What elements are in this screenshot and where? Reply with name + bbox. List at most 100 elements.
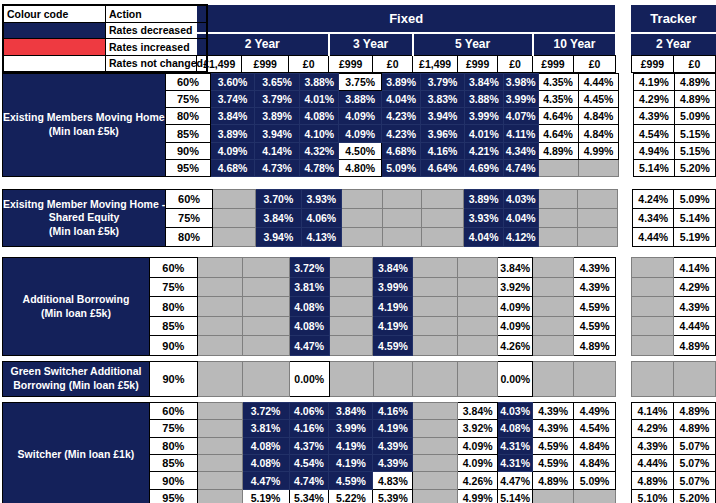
- group-label: Green Switcher AdditionalBorrowing (Min …: [3, 361, 150, 396]
- rate-cell: 4.99%: [458, 489, 498, 503]
- ltv-cell: 95%: [165, 159, 211, 176]
- rate-cell: 4.07%: [503, 108, 538, 125]
- column-gap: [619, 159, 634, 176]
- term-header-2-year: 2 Year: [197, 33, 329, 55]
- ltv-cell: 60%: [149, 402, 197, 419]
- rate-cell: 4.08%: [242, 454, 289, 471]
- blank-cell: [577, 209, 617, 228]
- ltv-cell: 60%: [166, 190, 213, 209]
- rate-cell: 4.12%: [503, 228, 538, 247]
- blank-cell: [458, 316, 498, 336]
- group-label-line: (Min loan £5k): [3, 225, 165, 239]
- rate-cell: 4.09%: [339, 125, 382, 142]
- term-header-10-year: 10 Year: [533, 33, 616, 55]
- fee-header: £0: [498, 55, 533, 72]
- rate-cell: 4.44%: [633, 228, 674, 247]
- ltv-cell: 85%: [165, 125, 211, 142]
- rate-cell: 4.04%: [503, 209, 538, 228]
- rate-cell: 3.84%: [329, 402, 373, 419]
- blank-cell: [533, 316, 574, 336]
- blank-cell: [197, 437, 242, 454]
- column-gap: [619, 125, 634, 142]
- rate-cell: 3.65%: [254, 73, 299, 90]
- rate-cell: 4.39%: [574, 258, 616, 278]
- group-label: Existing Members Moving Home(Min loan £5…: [3, 73, 166, 177]
- rate-cell: 3.94%: [421, 108, 465, 125]
- rate-cell: 4.99%: [578, 142, 619, 159]
- blank-cell: [197, 420, 242, 437]
- rate-cell: 4.35%: [538, 90, 578, 107]
- blank-cell: [458, 258, 498, 278]
- rate-cell: 4.84%: [578, 108, 619, 125]
- rate-cell: 0.00%: [289, 361, 329, 396]
- blank-cell: [329, 316, 373, 336]
- rate-cell: 5.07%: [673, 472, 715, 489]
- rate-cell: 4.64%: [538, 108, 578, 125]
- rate-cell: 3.93%: [464, 209, 504, 228]
- rate-cell: 4.26%: [458, 472, 498, 489]
- product-group-table: Existing Members Moving Home(Min loan £5…: [2, 73, 716, 178]
- ltv-cell: 75%: [149, 277, 197, 297]
- rate-cell: 3.84%: [211, 108, 255, 125]
- rate-cell: 4.44%: [673, 316, 715, 336]
- ltv-cell: 85%: [149, 454, 197, 471]
- rate-cell: 4.09%: [339, 108, 382, 125]
- rate-cell: 4.26%: [498, 336, 533, 356]
- rate-cell: 4.89%: [674, 73, 715, 90]
- blank-cell: [632, 361, 674, 396]
- blank-cell: [533, 336, 574, 356]
- blank-cell: [212, 190, 255, 209]
- rate-cell: 4.13%: [302, 228, 342, 247]
- blank-cell: [413, 361, 458, 396]
- group-label: Additional Borrowing(Min loan £5k): [3, 258, 150, 356]
- rate-cell: 4.06%: [289, 402, 329, 419]
- rate-cell: 4.84%: [574, 437, 616, 454]
- rate-cell: 4.89%: [538, 142, 578, 159]
- rate-cell: 4.23%: [382, 108, 421, 125]
- rate-cell: 4.09%: [211, 142, 255, 159]
- fee-header: £0: [289, 55, 329, 72]
- column-gap: [616, 316, 632, 336]
- blank-cell: [421, 228, 464, 247]
- rate-cell: 4.16%: [421, 142, 465, 159]
- rate-cell: 4.64%: [538, 125, 578, 142]
- blank-cell: [197, 316, 242, 336]
- rate-cell: 4.19%: [373, 316, 413, 336]
- blank-cell: [197, 472, 242, 489]
- blank-cell: [197, 361, 242, 396]
- legend-swatch: [3, 55, 106, 72]
- rate-cell: 4.89%: [533, 472, 574, 489]
- blank-cell: [212, 209, 255, 228]
- rate-cell: 4.31%: [498, 437, 533, 454]
- rate-cell: 4.39%: [533, 420, 574, 437]
- blank-cell: [373, 361, 413, 396]
- rate-cell: 4.19%: [329, 454, 373, 471]
- rate-cell: 4.23%: [382, 125, 421, 142]
- blank-cell: [632, 277, 674, 297]
- blank-cell: [242, 316, 289, 336]
- rate-cell: 4.35%: [538, 73, 578, 90]
- blank-cell: [458, 297, 498, 317]
- rate-cell: 4.19%: [373, 420, 413, 437]
- rate-cell: 4.37%: [289, 437, 329, 454]
- blank-cell: [383, 190, 421, 209]
- rate-cell: 4.06%: [302, 209, 342, 228]
- column-gap: [616, 402, 632, 419]
- rate-cell: 4.09%: [498, 297, 533, 317]
- legend-label: Rates increased: [106, 39, 207, 56]
- legend-swatch: [3, 39, 106, 56]
- rate-cell: 4.01%: [300, 90, 339, 107]
- blank-cell: [242, 336, 289, 356]
- rate-cell: 4.68%: [211, 159, 255, 176]
- blank-cell: [413, 258, 458, 278]
- column-gap: [616, 437, 632, 454]
- rate-cell: 4.39%: [634, 108, 675, 125]
- blank-cell: [341, 228, 383, 247]
- rate-cell: 4.11%: [503, 125, 538, 142]
- blank-cell: [458, 361, 498, 396]
- rate-cell: 5.34%: [289, 489, 329, 503]
- blank-cell: [329, 277, 373, 297]
- rate-cell: 4.09%: [498, 316, 533, 336]
- rate-cell: 5.09%: [382, 159, 421, 176]
- rate-cell: 4.32%: [300, 142, 339, 159]
